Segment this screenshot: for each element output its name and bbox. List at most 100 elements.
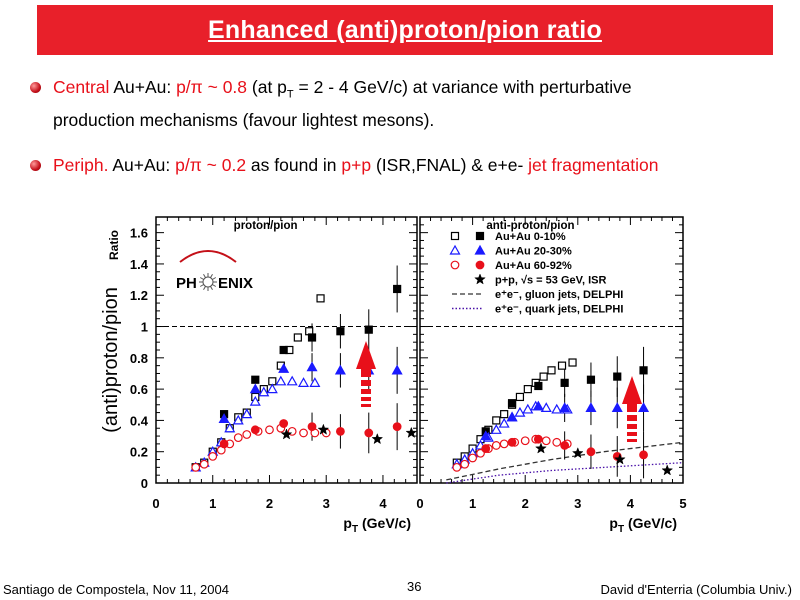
x-tick-label: 4 (627, 496, 635, 511)
data-point (393, 284, 402, 294)
data-point (506, 411, 518, 422)
data-point (280, 428, 293, 440)
bullet-text: Periph. Au+Au: p/π ~ 0.2 as found in p+p… (53, 153, 793, 178)
data-point (316, 294, 325, 303)
data-point (265, 425, 274, 435)
data-point (232, 414, 244, 425)
data-point (391, 364, 403, 375)
data-point (250, 425, 260, 435)
data-point (551, 403, 563, 414)
data-point (515, 392, 525, 402)
legend: Au+Au 0-10% Au+Au 20-30% Au+Au 60-92% p+p, … (449, 231, 623, 316)
legend-label: e⁺e⁻, quark jets, DELPHI (495, 304, 623, 316)
legend-marker (474, 244, 486, 255)
legend-marker (450, 260, 460, 270)
highlight-central: Central (53, 77, 110, 97)
data-point (242, 430, 252, 439)
phenix-logo: PH ENIX (176, 250, 253, 292)
data-point (507, 399, 517, 408)
bullet-dot-icon (30, 82, 41, 93)
text: Au+Au: (108, 155, 176, 175)
data-point (539, 372, 548, 381)
data-point (507, 437, 517, 447)
enhancement-arrow-left (356, 341, 376, 407)
x-tick-label: 2 (522, 496, 529, 511)
text: = 2 - 4 GeV/c) at variance with perturba… (293, 77, 632, 97)
y-axis-label: (anti)proton/pion (100, 287, 122, 433)
y-tick-label: 1.6 (130, 226, 148, 241)
data-point (191, 462, 201, 472)
data-point (275, 375, 287, 386)
data-point (336, 426, 345, 436)
data-point (585, 402, 597, 412)
data-point (317, 423, 330, 435)
bullet-text: Central Au+Au: p/π ~ 0.8 (at pT = 2 - 4 … (53, 75, 793, 133)
x-tick-label: 3 (323, 496, 330, 511)
data-point (258, 386, 270, 397)
data-point (208, 452, 218, 461)
x-tick-label: 5 (679, 496, 686, 511)
x-tick-label: 2 (266, 496, 273, 511)
legend-marker (450, 231, 460, 241)
page-number: 36 (407, 579, 422, 594)
y-tick-label: 0.2 (130, 445, 148, 460)
data-point (571, 447, 584, 459)
data-point (371, 432, 384, 445)
data-point (278, 363, 290, 373)
data-point (520, 436, 530, 446)
data-point (613, 453, 626, 465)
data-point (534, 381, 543, 391)
data-point (586, 447, 596, 457)
logo-arc-icon (179, 250, 237, 263)
data-point (480, 430, 492, 441)
highlight-pp: p+p (341, 155, 372, 175)
y-tick-label: 1 (141, 320, 148, 335)
data-point (297, 377, 310, 387)
data-point (532, 400, 544, 411)
data-point (405, 426, 418, 438)
logo-ray (210, 286, 213, 291)
data-point (364, 325, 373, 334)
data-point (364, 428, 374, 438)
logo-text: PH (176, 275, 197, 292)
legend-label: Au+Au 60-92% (495, 260, 572, 272)
data-point (498, 417, 510, 428)
data-point (560, 378, 569, 387)
logo-ray (212, 284, 217, 287)
legend-marker (475, 260, 485, 270)
data-point (639, 450, 648, 460)
data-point (307, 422, 317, 432)
text: Au+Au: (109, 77, 177, 97)
x-axis-label: pT (GeV/c) (609, 515, 677, 535)
logo-ray (210, 273, 213, 278)
legend-label: e⁺e⁻, gluon jets, DELPHI (495, 289, 623, 301)
arrow-segment (627, 404, 637, 412)
data-point (613, 372, 622, 381)
logo-ray (203, 273, 206, 278)
series-line (446, 441, 684, 481)
data-point (299, 428, 308, 438)
data-point (233, 433, 243, 443)
text: (ISR,FNAL) & e+e- (371, 155, 529, 175)
data-point (241, 408, 253, 419)
panel-title: anti-proton/pion (486, 220, 574, 232)
data-point (460, 459, 470, 469)
data-point (639, 366, 648, 375)
arrow-segment (361, 380, 371, 386)
legend-label: p+p, √s = 53 GeV, ISR (495, 275, 606, 287)
footer-author: David d'Enterria (Columbia Univ.) (600, 582, 792, 597)
highlight-ratio: p/π ~ 0.8 (176, 77, 248, 97)
data-point (199, 459, 209, 469)
data-point (293, 333, 302, 342)
legend-marker (449, 244, 461, 255)
data-point (336, 327, 345, 336)
data-point (306, 361, 318, 372)
title-bar: Enhanced (anti)proton/pion ratio (37, 5, 773, 55)
highlight-ratio: p/π ~ 0.2 (175, 155, 247, 175)
data-point (500, 410, 509, 419)
legend-label: Au+Au 0-10% (495, 231, 566, 243)
y-tick-label: 0.6 (130, 382, 148, 397)
y-axis-label-small: Ratio (107, 230, 121, 260)
data-point (468, 453, 478, 463)
legend-label: Au+Au 20-30% (495, 246, 572, 258)
